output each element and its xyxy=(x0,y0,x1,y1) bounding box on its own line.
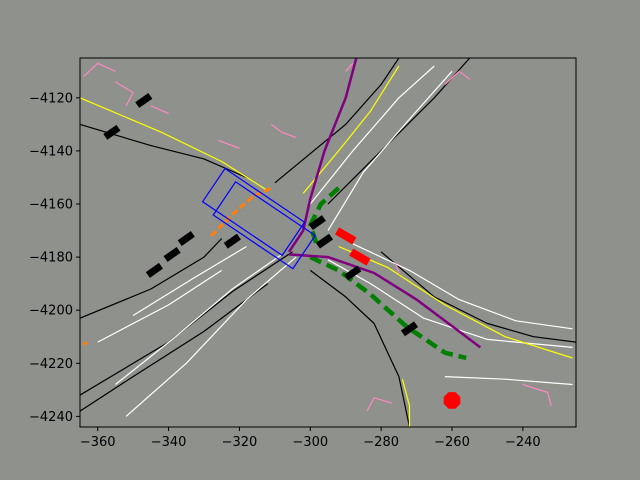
road-edge-line xyxy=(80,251,293,396)
agent-vehicle xyxy=(335,227,357,245)
x-tick-label: −340 xyxy=(151,435,187,450)
prediction-line xyxy=(309,255,467,361)
ground-truth-line xyxy=(287,58,358,253)
agent-vehicle xyxy=(135,93,153,108)
y-tick-label: −4120 xyxy=(29,91,73,106)
road-edge-line xyxy=(274,58,400,184)
plot-frame xyxy=(79,57,577,428)
crosswalk-line xyxy=(83,62,116,78)
center-line-line xyxy=(80,97,269,192)
x-tick-label: −360 xyxy=(80,435,116,450)
crosswalk-line xyxy=(217,139,240,149)
lane-line-line xyxy=(444,376,573,386)
lane-line-line xyxy=(327,259,573,348)
y-tick-label: −4180 xyxy=(29,251,73,266)
x-tick-label: −280 xyxy=(363,435,399,450)
y-tick-label: −4140 xyxy=(29,144,73,159)
y-tick-label: −4240 xyxy=(29,410,73,425)
x-tick-label: −320 xyxy=(222,435,258,450)
ego-vehicle-box xyxy=(212,180,317,270)
agent-vehicle xyxy=(163,246,181,262)
road-edge-line xyxy=(80,238,223,319)
road-edge-line xyxy=(309,269,411,427)
lane-line-line xyxy=(97,269,223,343)
road-edge-line xyxy=(80,283,269,412)
crosswalk-line xyxy=(115,81,134,107)
agent-vehicle xyxy=(103,124,121,140)
crosswalk-line xyxy=(394,262,400,274)
x-tick-label: −240 xyxy=(505,435,541,450)
center-line-line xyxy=(338,245,573,359)
lane-line-line xyxy=(309,65,435,205)
ego-history-line xyxy=(82,340,88,346)
lane-line-line xyxy=(125,256,297,417)
crosswalk-line xyxy=(345,62,354,72)
road-layer xyxy=(80,58,576,427)
x-axis-ticks: −360 −340 −320 −300 −280 −260 −240 xyxy=(80,427,541,450)
agent-vehicle xyxy=(344,265,362,281)
center-line-line xyxy=(302,65,400,194)
y-tick-label: −4220 xyxy=(29,357,73,372)
crosswalk-line xyxy=(366,397,392,412)
agent-vehicle xyxy=(400,321,419,337)
stop-sign-marker xyxy=(443,392,461,409)
agent-vehicle xyxy=(177,231,195,246)
crosswalk-line xyxy=(522,383,552,406)
lane-line-line xyxy=(132,245,247,317)
ego-vehicle-box xyxy=(201,167,306,257)
overlay-layer xyxy=(82,58,482,409)
crosswalk-line xyxy=(270,123,297,139)
lane-line-line xyxy=(352,243,573,330)
agent-vehicle xyxy=(308,215,326,231)
x-tick-label: −300 xyxy=(292,435,328,450)
agent-vehicle xyxy=(315,233,334,249)
x-tick-label: −260 xyxy=(434,435,470,450)
agent-vehicle xyxy=(145,262,163,278)
ego-history-line xyxy=(210,186,272,237)
center-line-line xyxy=(401,379,411,427)
prediction-line xyxy=(308,186,341,248)
y-axis-ticks: −4120 −4140 −4160 −4180 −4200 −4220 −4240 xyxy=(29,91,80,425)
agent-vehicle xyxy=(223,233,241,249)
lane-line-line xyxy=(115,253,283,385)
ground-truth-line xyxy=(288,253,482,349)
road-edge-line xyxy=(380,251,576,343)
agent-vehicle xyxy=(349,248,371,266)
y-tick-label: −4200 xyxy=(29,304,73,319)
y-tick-label: −4160 xyxy=(29,198,73,213)
lane-line-line xyxy=(327,70,453,231)
crosswalk-line xyxy=(444,70,471,85)
crosswalk-line xyxy=(150,105,169,115)
